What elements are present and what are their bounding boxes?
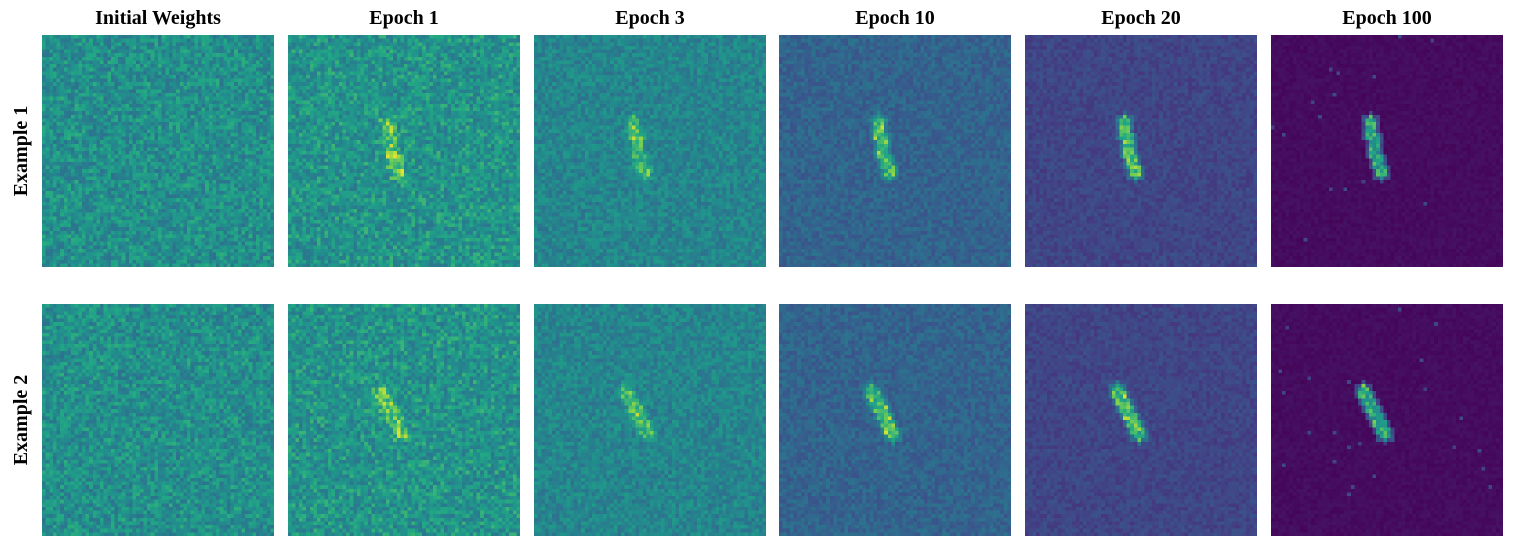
column-title-epoch-1: Epoch 1	[369, 7, 439, 29]
panel-example-1-epoch-100	[1271, 35, 1503, 267]
column-title-epoch-100: Epoch 100	[1342, 7, 1432, 29]
panel-example-2-epoch-100	[1271, 304, 1503, 536]
row-label-example-1: Example 1	[10, 105, 32, 197]
panel-example-2-epoch-20	[1025, 304, 1257, 536]
panel-example-2-epoch-10	[779, 304, 1011, 536]
column-title-epoch-3: Epoch 3	[615, 7, 685, 29]
column-title-initial-weights: Initial Weights	[95, 7, 221, 29]
panel-example-1-epoch-10	[779, 35, 1011, 267]
panel-example-2-epoch-3	[534, 304, 766, 536]
column-title-epoch-20: Epoch 20	[1101, 7, 1181, 29]
panel-example-1-initial-weights	[42, 35, 274, 267]
row-label-example-2: Example 2	[10, 374, 32, 466]
panel-example-1-epoch-3	[534, 35, 766, 267]
panel-example-2-epoch-1	[288, 304, 520, 536]
panel-example-1-epoch-1	[288, 35, 520, 267]
panel-example-1-epoch-20	[1025, 35, 1257, 267]
panel-example-2-initial-weights	[42, 304, 274, 536]
column-title-epoch-10: Epoch 10	[855, 7, 935, 29]
